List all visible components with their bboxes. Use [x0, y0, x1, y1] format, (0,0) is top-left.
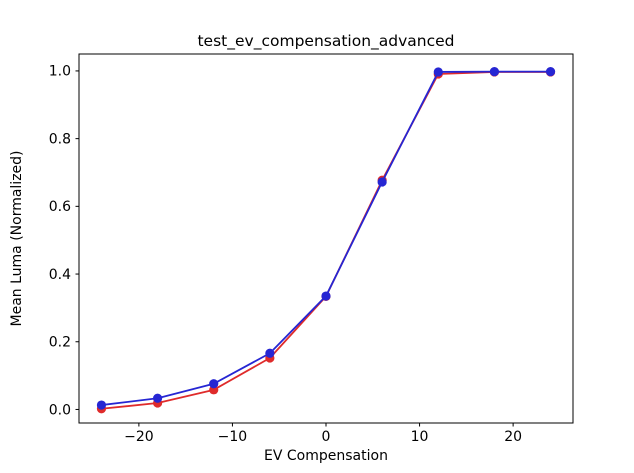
y-tick-label: 0.2: [49, 335, 71, 351]
series-blue-point: [96, 400, 107, 410]
plot-area: [78, 53, 574, 424]
series-blue-point: [433, 67, 443, 77]
x-tick-label: 0: [322, 429, 331, 445]
x-axis-label: EV Compensation: [264, 448, 388, 464]
x-tick-label: −20: [124, 429, 154, 445]
chart-title: test_ev_compensation_advanced: [197, 32, 454, 51]
x-tick-label: 10: [411, 429, 429, 445]
series-blue-point: [152, 393, 163, 403]
series-blue-point: [209, 379, 219, 389]
series-blue-point: [489, 67, 500, 77]
series-blue-point: [265, 348, 275, 358]
y-tick-label: 0.8: [49, 131, 71, 147]
x-tick-label: 20: [504, 429, 522, 445]
series-layer: [96, 67, 556, 414]
y-tick-label: 0.0: [49, 402, 71, 418]
series-blue-point: [321, 291, 331, 301]
x-axis-ticks: −20 −10 0 10 20: [124, 423, 522, 445]
y-tick-label: 1.0: [49, 64, 71, 80]
series-blue-point: [377, 177, 387, 187]
series-blue-point: [545, 67, 556, 77]
y-tick-label: 0.4: [49, 267, 71, 283]
y-axis-label: Mean Luma (Normalized): [9, 150, 25, 326]
y-tick-label: 0.6: [49, 199, 71, 215]
x-tick-label: −10: [218, 429, 248, 445]
y-axis-ticks: 0.0 0.2 0.4 0.6 0.8 1.0: [49, 64, 79, 418]
